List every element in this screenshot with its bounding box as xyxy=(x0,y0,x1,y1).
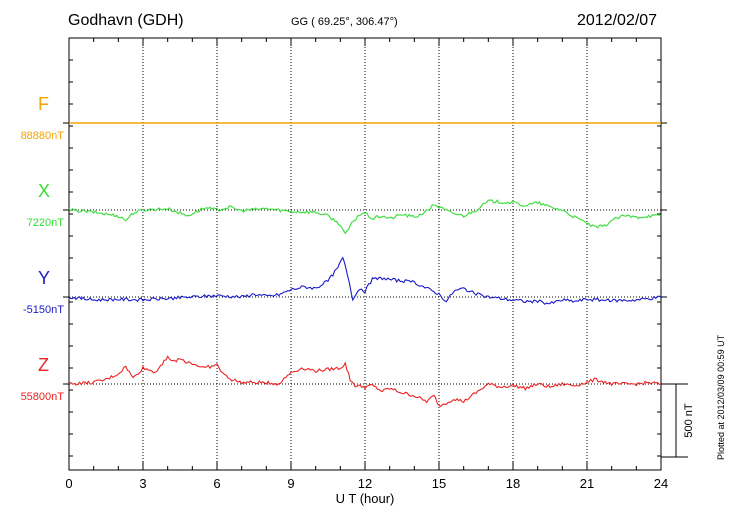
x-tick-label: 24 xyxy=(654,476,668,491)
scale-bar-label: 500 nT xyxy=(683,403,695,438)
x-tick-label: 6 xyxy=(213,476,220,491)
x-axis-label: U T (hour) xyxy=(336,491,395,506)
station-coordinates: GG ( 69.25°, 306.47°) xyxy=(291,16,398,28)
channel-baseline-f: 88880nT xyxy=(20,130,64,142)
station-title: Godhavn (GDH) xyxy=(68,12,184,29)
plotted-timestamp: Plotted at 2012/03/09 00:59 UT xyxy=(716,334,726,460)
chart-date: 2012/02/07 xyxy=(577,12,658,29)
x-tick-label: 21 xyxy=(580,476,594,491)
channel-label-f: F xyxy=(38,94,49,114)
channel-baseline-x: 7220nT xyxy=(26,217,64,229)
series-line-z xyxy=(68,355,662,408)
x-tick-label: 9 xyxy=(287,476,294,491)
series-line-y xyxy=(68,256,662,305)
channel-baseline-z: 55800nT xyxy=(20,391,64,403)
x-tick-label: 0 xyxy=(65,476,72,491)
x-tick-label: 18 xyxy=(506,476,520,491)
channel-label-x: X xyxy=(38,181,51,201)
channel-label-y: Y xyxy=(38,268,51,288)
series-line-x xyxy=(68,199,662,235)
x-tick-label: 12 xyxy=(358,476,372,491)
channel-baseline-y: -5150nT xyxy=(23,304,64,316)
x-tick-label: 15 xyxy=(432,476,446,491)
channel-label-z: Z xyxy=(38,355,49,375)
x-tick-label: 3 xyxy=(139,476,146,491)
